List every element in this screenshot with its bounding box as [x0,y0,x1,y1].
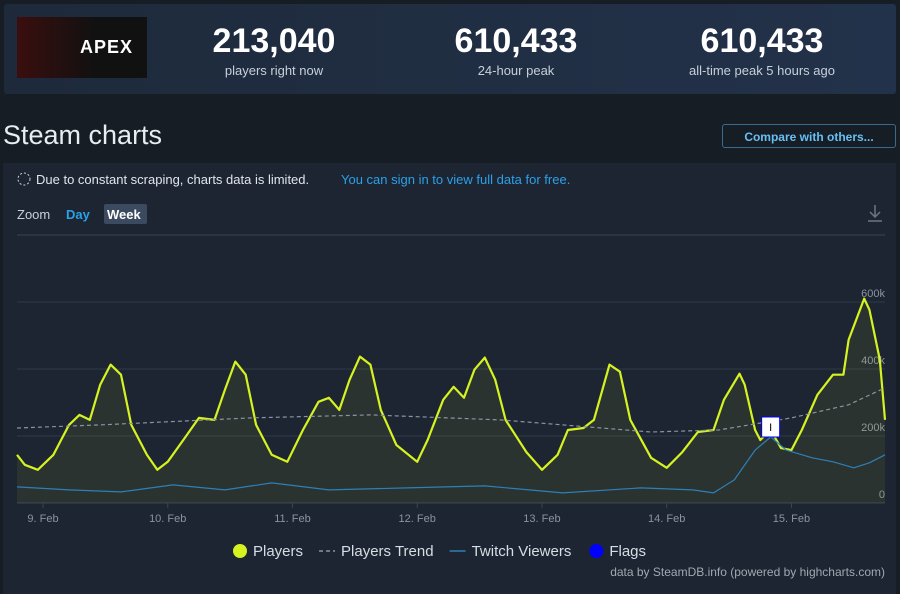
y-tick-label: 0 [879,489,885,501]
stat: 610,433 all-time peak 5 hours ago [647,22,877,78]
series-line [16,297,887,471]
x-tick-label: 11. Feb [274,513,311,525]
series-line [16,436,886,494]
legend-label[interactable]: Twitch Viewers [472,543,572,560]
compare-button[interactable]: Compare with others... [722,124,896,148]
stat: 213,040 players right now [159,22,389,78]
series-line [16,387,886,433]
header: APEX 213,040 players right now 610,433 24-… [4,4,896,94]
legend-label[interactable]: Players Trend [341,543,434,560]
zoom-label: Zoom [17,207,50,222]
x-tick-label: 15. Feb [773,513,810,525]
zoom-option[interactable]: Day [66,207,91,222]
stat-value: 213,040 [212,22,336,60]
x-tick-label: 9. Feb [27,513,58,525]
stat-value: 610,433 [454,22,578,60]
notice-link[interactable]: You can sign in to view full data for fr… [341,172,570,187]
notice-icon [17,172,31,186]
zoom-selected [104,204,147,224]
zoom-option[interactable]: Week [107,207,141,222]
stat: 610,433 24-hour peak [401,22,631,78]
download-icon[interactable] [868,205,882,222]
x-tick-label: 14. Feb [648,513,685,525]
stat-label: all-time peak 5 hours ago [689,63,835,78]
legend-label[interactable]: Flags [609,543,646,560]
legend-symbol [589,544,604,558]
y-tick-label: 200k [861,422,885,434]
stat-label: 24-hour peak [477,63,555,78]
y-tick-label: 600k [861,288,885,300]
credit: data by SteamDB.info (powered by highcha… [610,565,885,579]
x-tick-label: 12. Feb [399,513,436,525]
game-logo: APEX [17,17,147,78]
page-title: Steam charts [3,120,163,150]
area [17,298,885,503]
legend-label[interactable]: Players [253,543,303,560]
notice-text: Due to constant scraping, charts data is… [36,172,309,187]
stat-label: players right now [224,63,324,78]
x-tick-label: 10. Feb [149,513,186,525]
legend-symbol [233,544,247,558]
flag-label: I [769,422,772,434]
x-tick-label: 13. Feb [523,513,560,525]
flag [761,416,781,438]
stat-value: 610,433 [700,22,824,60]
